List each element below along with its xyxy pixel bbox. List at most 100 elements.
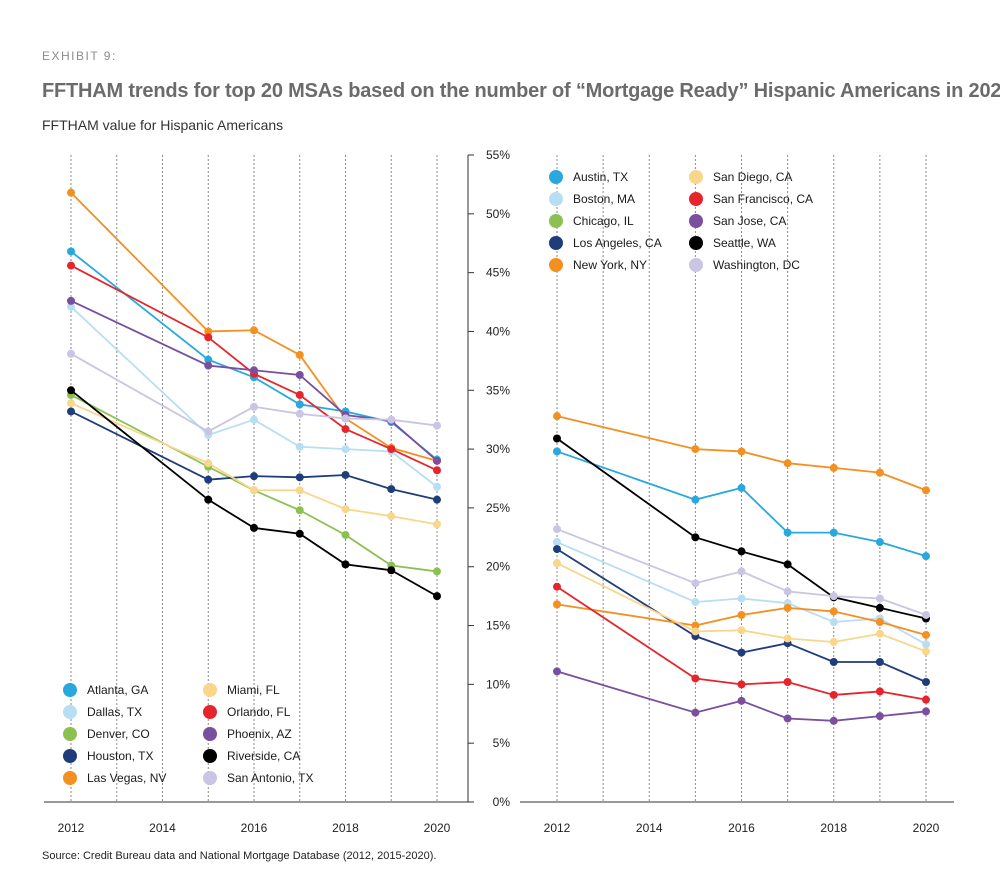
data-point-washington-dc [922, 610, 930, 619]
x-tick-label: 2018 [820, 821, 847, 835]
data-point-new-york-ny-upper [691, 445, 700, 454]
data-point-new-york-ny-upper [875, 468, 884, 477]
data-point-san-jose-ca [875, 712, 884, 721]
legend-marker [689, 258, 703, 272]
data-point-san-diego-ca [783, 634, 792, 643]
data-point-houston-tx [341, 470, 350, 479]
data-point-atlanta-ga [204, 355, 213, 364]
y-tick-label: 5% [493, 736, 511, 750]
data-point-denver-co [341, 530, 350, 539]
legend-marker [549, 214, 563, 228]
data-point-new-york-ny-upper [783, 459, 792, 468]
legend-label: San Antonio, TX [227, 771, 314, 785]
data-point-san-diego-ca [875, 629, 884, 638]
data-point-riverside-ca [204, 495, 213, 504]
data-point-new-york-ny-upper [553, 412, 561, 421]
chart-panel-1: 2012 2014 2016 2018 2020 Atlanta, GA Dallas, T… [44, 155, 468, 835]
data-point-houston-tx [250, 472, 258, 481]
legend-marker [203, 683, 217, 697]
data-point-san-jose-ca [737, 696, 746, 705]
data-point-miami-fl [433, 520, 441, 529]
data-point-san-jose-ca [783, 714, 792, 723]
y-tick-label: 35% [486, 383, 510, 397]
legend-label: Houston, TX [87, 749, 153, 763]
legend-label: Miami, FL [227, 683, 280, 697]
data-point-san-francisco-ca [829, 690, 838, 699]
y-tick-label: 55% [486, 148, 510, 162]
data-point-san-francisco-ca [922, 695, 930, 704]
legend-label: San Diego, CA [713, 170, 792, 184]
data-point-los-angeles-ca [922, 678, 930, 687]
data-point-boston-ma [553, 538, 561, 547]
legend-label: New York, NY [573, 258, 647, 272]
data-point-seattle-wa [783, 560, 792, 569]
data-point-riverside-ca [67, 386, 75, 395]
data-point-washington-dc [875, 594, 884, 603]
legend-marker [63, 683, 77, 697]
legend-label: San Jose, CA [713, 214, 786, 228]
y-tick-label: 25% [486, 501, 510, 515]
data-point-austin-tx [783, 528, 792, 537]
data-point-miami-fl [341, 505, 350, 514]
data-point-san-francisco-ca [737, 680, 746, 689]
data-point-dallas-tx [67, 302, 75, 311]
data-point-washington-dc [783, 587, 792, 596]
legend-marker [63, 705, 77, 719]
data-point-new-york-ny-upper [922, 486, 930, 495]
data-point-san-antonio-tx [433, 421, 441, 430]
data-point-washington-dc [829, 592, 838, 601]
legend-marker [203, 705, 217, 719]
data-point-houston-tx [295, 473, 304, 482]
data-point-san-antonio-tx [341, 414, 350, 423]
data-point-denver-co [433, 567, 441, 576]
y-tick-label: 40% [486, 324, 510, 338]
data-point-los-angeles-ca [875, 658, 884, 667]
data-point-los-angeles-ca [829, 658, 838, 667]
legend-label: Denver, CO [87, 727, 150, 741]
data-point-san-diego-ca [922, 647, 930, 656]
data-point-new-york-ny [783, 603, 792, 612]
data-point-phoenix-az [204, 361, 213, 370]
x-tick-label: 2020 [424, 821, 451, 835]
x-tick-label: 2012 [544, 821, 571, 835]
data-point-new-york-ny [691, 621, 700, 630]
data-point-las-vegas-nv [67, 188, 75, 197]
data-point-phoenix-az [295, 370, 304, 379]
data-point-orlando-fl [295, 390, 304, 399]
data-point-san-antonio-tx [204, 427, 213, 436]
data-point-san-francisco-ca [783, 678, 792, 687]
x-tick-label: 2016 [728, 821, 755, 835]
data-point-new-york-ny [922, 630, 930, 639]
data-point-new-york-ny-upper [737, 447, 746, 456]
data-point-miami-fl [295, 486, 304, 495]
data-point-san-antonio-tx [67, 349, 75, 358]
chart-title: FFTHAM trends for top 20 MSAs based on t… [42, 80, 1000, 102]
legend-marker [689, 236, 703, 250]
data-point-riverside-ca [295, 529, 304, 538]
data-point-san-jose-ca [829, 716, 838, 725]
y-tick-label: 0% [493, 795, 511, 809]
legend-label: Dallas, TX [87, 705, 142, 719]
legend-label: San Francisco, CA [713, 192, 813, 206]
legend-label: Los Angeles, CA [573, 236, 662, 250]
data-point-miami-fl [204, 459, 213, 468]
legend-marker [549, 236, 563, 250]
x-tick-label: 2018 [332, 821, 359, 835]
data-point-austin-tx [922, 552, 930, 561]
exhibit-label: EXHIBIT 9: [42, 49, 117, 63]
data-point-new-york-ny-upper [829, 463, 838, 472]
data-point-las-vegas-nv [250, 326, 258, 335]
legend-marker [203, 771, 217, 785]
legend-label: Las Vegas, NV [87, 771, 166, 785]
legend-marker [689, 192, 703, 206]
data-point-san-jose-ca [691, 708, 700, 717]
legend-marker [689, 170, 703, 184]
data-point-san-antonio-tx [250, 402, 258, 411]
data-point-dallas-tx [295, 442, 304, 451]
x-tick-label: 2016 [241, 821, 268, 835]
data-point-houston-tx [67, 407, 75, 416]
data-point-los-angeles-ca [553, 545, 561, 554]
legend-label: Chicago, IL [573, 214, 634, 228]
legend-marker [63, 727, 77, 741]
